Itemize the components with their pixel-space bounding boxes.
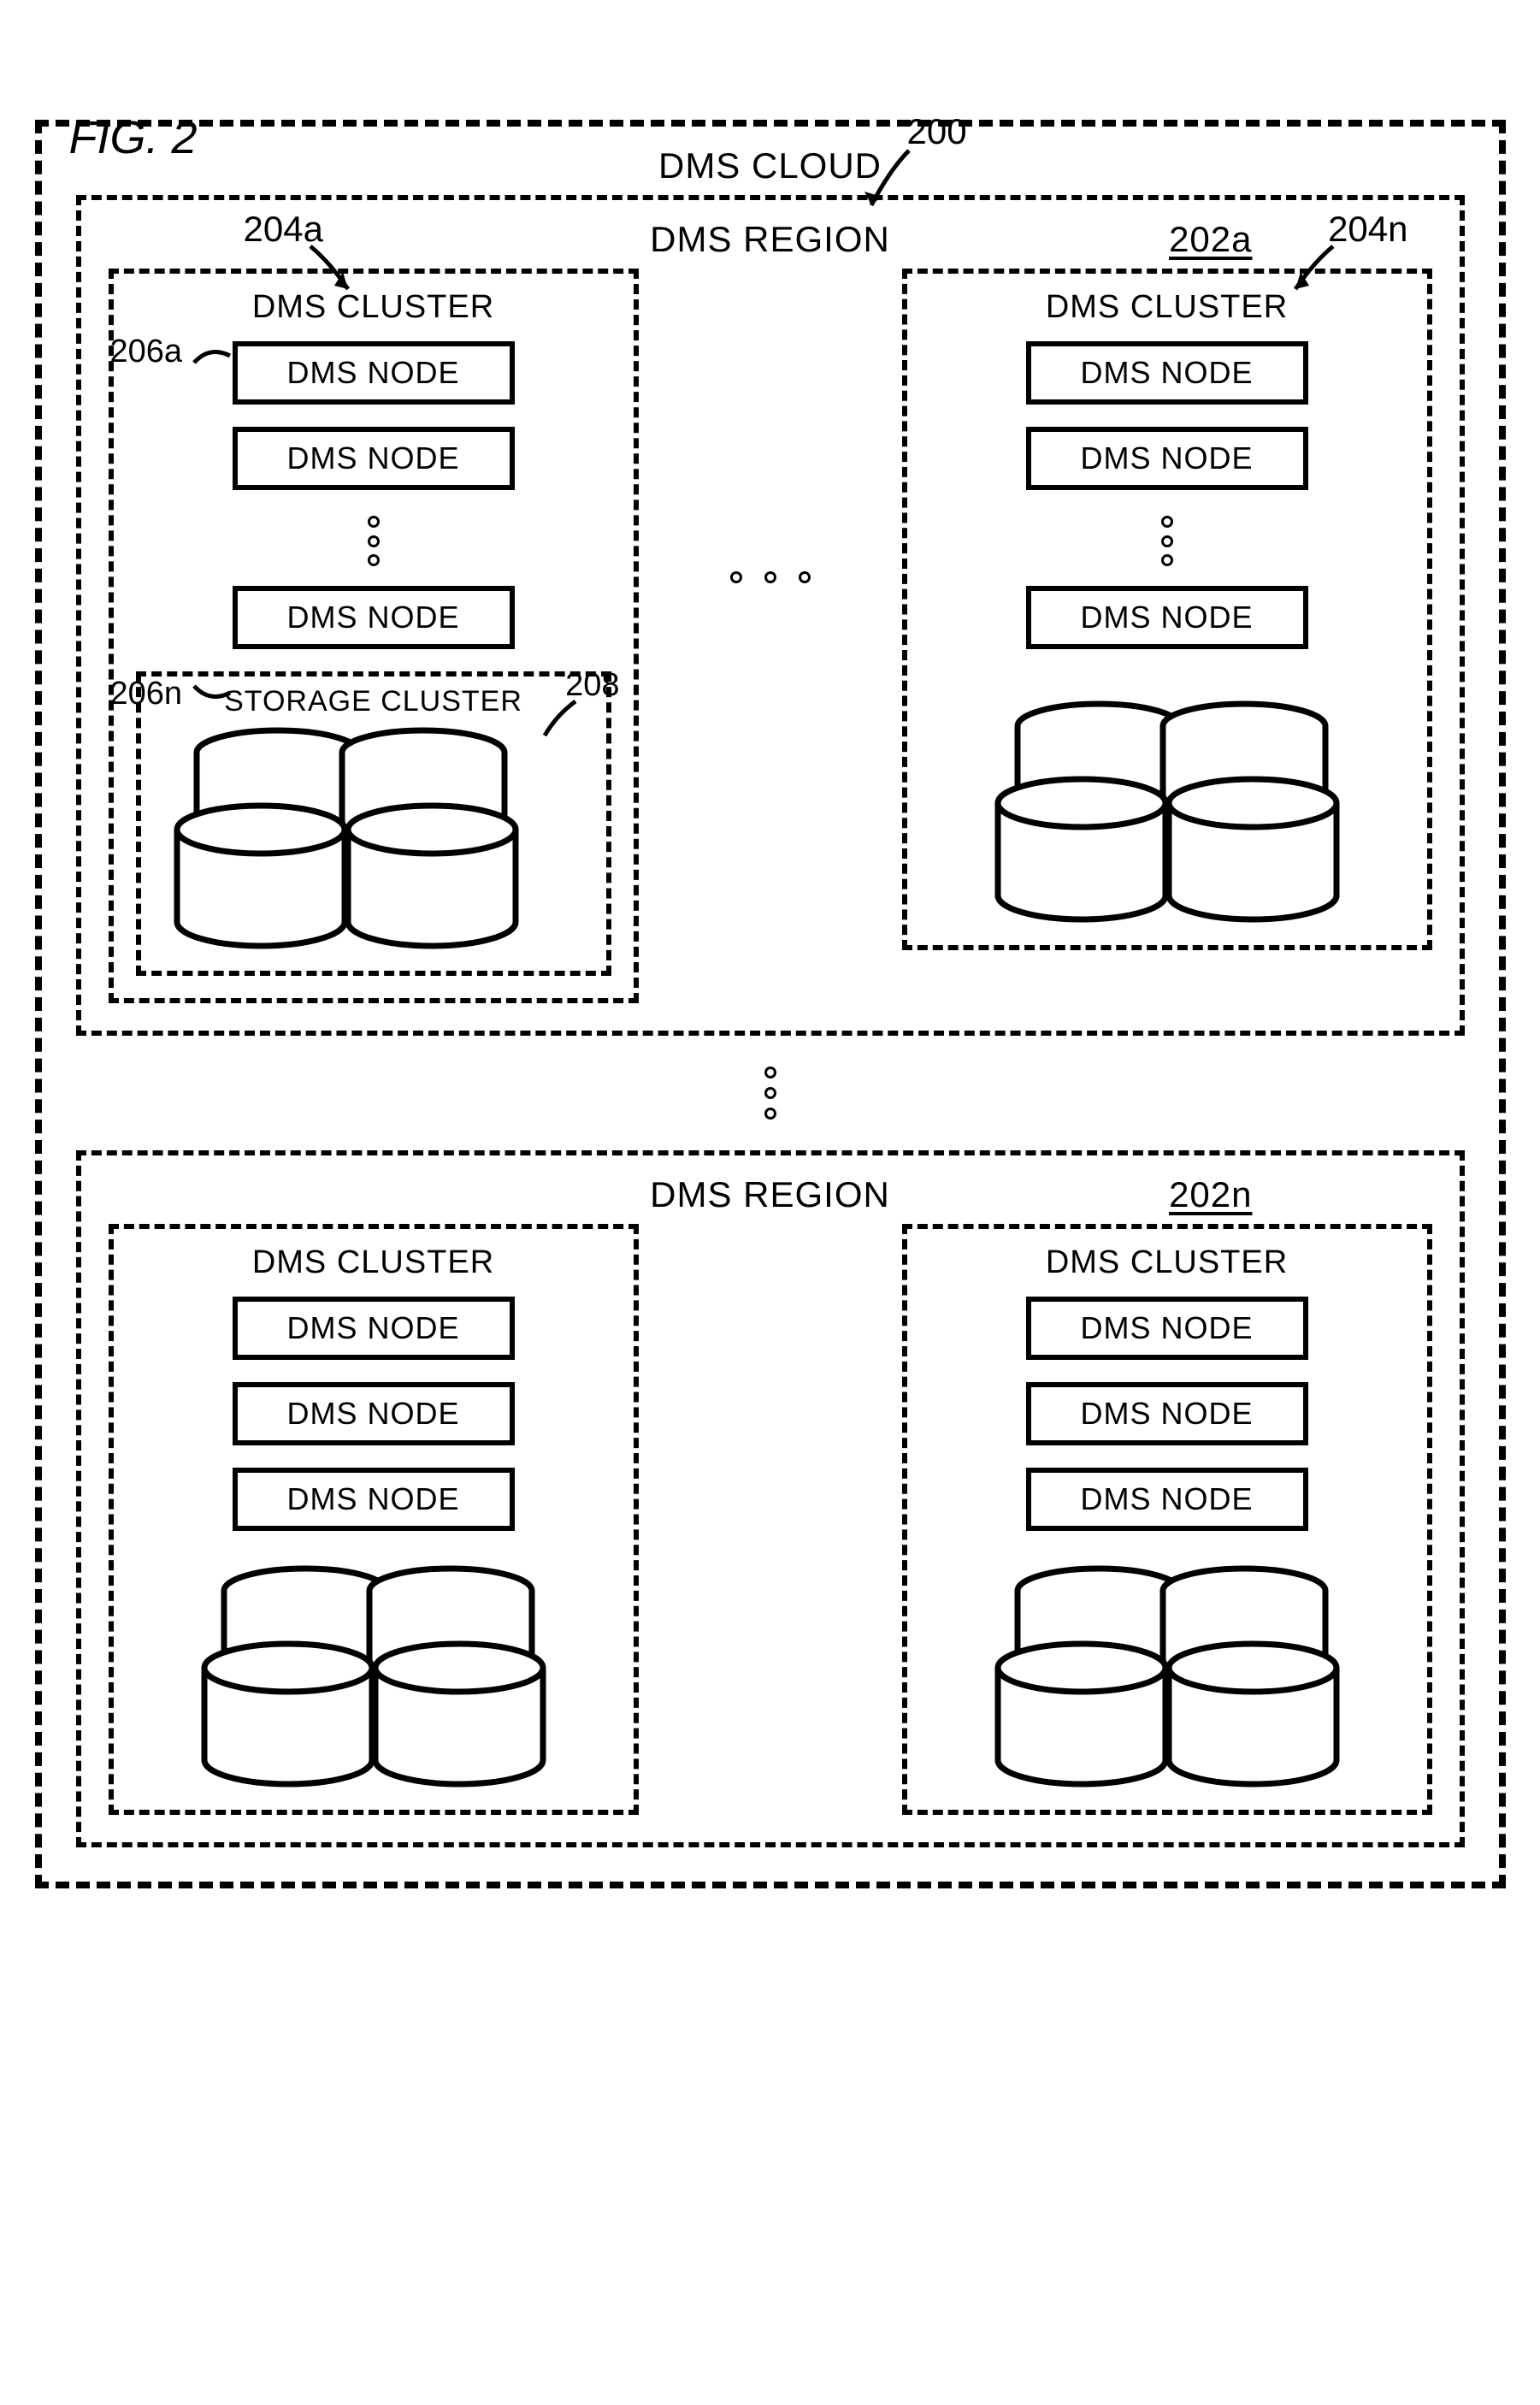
dms-cluster-box-204n: DMS CLUSTER DMS NODE DMS NODE DMS NODE xyxy=(902,269,1432,950)
dms-cluster-box-n2: DMS CLUSTER DMS NODE DMS NODE DMS NODE xyxy=(902,1224,1432,1815)
storage-title: STORAGE CLUSTER xyxy=(158,685,589,718)
dms-region-box-a: 204a 204n DMS REGION 202a 206a xyxy=(76,195,1465,1036)
cylinder-group-icon xyxy=(979,1565,1355,1788)
dms-node: DMS NODE xyxy=(233,1297,515,1360)
dms-node: DMS NODE xyxy=(1026,341,1308,405)
cylinder-group-icon xyxy=(186,1565,562,1788)
cylinder-group-icon xyxy=(158,727,534,949)
dms-cloud-box: DMS CLOUD 204a 204n DMS REGION 202a xyxy=(35,120,1506,1888)
cluster-title-n1: DMS CLUSTER xyxy=(136,1244,611,1281)
vertical-ellipsis-icon xyxy=(136,512,611,570)
cluster-title-n2: DMS CLUSTER xyxy=(929,1244,1405,1281)
dms-node: DMS NODE xyxy=(233,1468,515,1531)
region-label-a: DMS REGION xyxy=(650,219,890,260)
dms-region-box-n: DMS REGION 202n DMS CLUSTER DMS NODE DMS… xyxy=(76,1150,1465,1847)
region-code-a: 202a xyxy=(1169,219,1252,260)
dms-node: DMS NODE xyxy=(233,341,515,405)
dms-cluster-box-n1: DMS CLUSTER DMS NODE DMS NODE DMS NODE xyxy=(109,1224,639,1815)
region-code-n: 202n xyxy=(1169,1174,1252,1215)
dms-cluster-box-204a: 206a DMS CLUSTER DMS NODE DMS NODE DMS N… xyxy=(109,269,639,1003)
dms-node: DMS NODE xyxy=(1026,586,1308,649)
dms-node: DMS NODE xyxy=(1026,1297,1308,1360)
cloud-title: DMS CLOUD xyxy=(76,145,1465,186)
cluster-title-a1: DMS CLUSTER xyxy=(136,289,611,326)
horizontal-ellipsis-icon xyxy=(727,269,814,587)
dms-node: DMS NODE xyxy=(1026,427,1308,490)
dms-node: DMS NODE xyxy=(233,586,515,649)
arrow-206a xyxy=(191,339,235,368)
callout-node-206a: 206a xyxy=(110,334,183,370)
vertical-ellipsis-icon xyxy=(929,512,1405,570)
cluster-title-a2: DMS CLUSTER xyxy=(929,289,1405,326)
storage-cluster-box: STORAGE CLUSTER xyxy=(136,671,611,976)
dms-node: DMS NODE xyxy=(1026,1468,1308,1531)
cylinder-group-icon xyxy=(979,700,1355,923)
dms-node: DMS NODE xyxy=(233,427,515,490)
dms-node: DMS NODE xyxy=(233,1382,515,1445)
region-label-n: DMS REGION xyxy=(650,1174,890,1215)
dms-node: DMS NODE xyxy=(1026,1382,1308,1445)
vertical-ellipsis-icon xyxy=(76,1067,1465,1120)
